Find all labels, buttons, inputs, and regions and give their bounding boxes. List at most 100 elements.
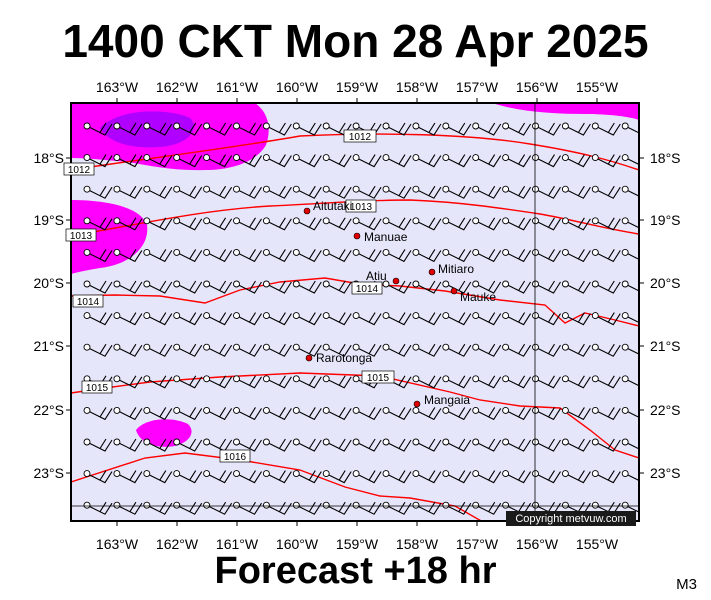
wind-barb xyxy=(292,406,322,421)
isobar-1016 xyxy=(71,452,483,521)
wind-barb xyxy=(621,438,639,450)
isobar-label-1015-left-text: 1015 xyxy=(86,383,109,394)
wind-barb xyxy=(83,185,113,199)
isobar-label-1016: 1016 xyxy=(219,449,251,463)
lat-label-21s-right: 21°S xyxy=(650,338,681,354)
isobar-label-1013-mid-text: 1013 xyxy=(350,202,373,213)
wind-barb xyxy=(203,470,233,484)
wind-barb xyxy=(143,438,173,452)
wind-barb xyxy=(621,375,639,387)
wind-barb xyxy=(262,185,292,199)
wind-barb xyxy=(561,312,591,326)
wind-barb xyxy=(472,343,502,357)
isobar-label-1015-mid: 1015 xyxy=(361,370,395,384)
wind-barb xyxy=(532,122,561,136)
wind-barb xyxy=(322,470,352,484)
wind-barb xyxy=(262,122,292,136)
wind-barb xyxy=(532,470,561,484)
place-dot-rarotonga xyxy=(305,354,313,362)
wind-barb xyxy=(412,248,442,263)
wind-barb xyxy=(233,312,262,326)
wind-barb xyxy=(442,154,472,168)
wind-barb xyxy=(412,185,442,199)
wind-barb xyxy=(532,248,561,263)
wind-barb xyxy=(262,375,292,389)
wind-barb xyxy=(591,375,621,389)
wind-barb xyxy=(591,501,621,515)
wind-barb xyxy=(173,438,203,452)
wind-barb xyxy=(412,280,442,294)
wind-barb xyxy=(322,343,352,357)
wind-barb xyxy=(233,154,262,168)
wind-barb xyxy=(382,185,412,199)
isobar-label-1013-mid: 1013 xyxy=(345,199,377,213)
wind-barb xyxy=(83,438,113,452)
wind-barb xyxy=(561,375,591,389)
lon-label-156w-top: 156°W xyxy=(516,79,559,95)
wind-barb xyxy=(472,470,502,484)
wind-barb xyxy=(322,375,352,389)
lat-label-18s-left: 18°S xyxy=(33,150,64,166)
wind-barb xyxy=(233,248,262,263)
precip-area-northeast xyxy=(492,103,639,120)
lat-label-23s-right: 23°S xyxy=(650,465,681,481)
lat-label-20s-left: 20°S xyxy=(33,275,64,291)
wind-barb xyxy=(143,501,173,515)
wind-barb xyxy=(561,185,591,199)
wind-barb xyxy=(292,470,322,484)
wind-barb xyxy=(532,280,561,294)
wind-barb xyxy=(591,343,621,357)
wind-barb xyxy=(113,438,143,452)
lat-label-19s-left: 19°S xyxy=(33,212,64,228)
wind-barb xyxy=(561,217,591,231)
wind-barb xyxy=(292,438,322,452)
wind-barb xyxy=(322,280,352,294)
wind-barb xyxy=(621,154,639,166)
wind-barb xyxy=(591,185,621,199)
wind-barb xyxy=(412,154,442,168)
wind-barb xyxy=(621,470,639,482)
isobar-label-1014-mid: 1014 xyxy=(351,281,383,295)
wind-barb xyxy=(442,343,472,357)
wind-barb xyxy=(83,248,113,263)
wind-barb xyxy=(532,406,561,421)
lon-label-163w-bottom: 163°W xyxy=(96,536,139,552)
wind-barb xyxy=(382,406,412,421)
isobar-label-1014-left-text: 1014 xyxy=(77,297,100,308)
wind-barb xyxy=(472,438,502,452)
latitude-labels-left: 18°S 19°S 20°S 21°S 22°S 23°S xyxy=(33,150,64,481)
wind-barb xyxy=(561,280,591,294)
lon-label-161w-top: 161°W xyxy=(216,79,259,95)
lon-label-158w-top: 158°W xyxy=(396,79,439,95)
place-label-atiu: Atiu xyxy=(366,269,387,283)
wind-barb xyxy=(322,438,352,452)
wind-barb xyxy=(262,470,292,484)
wind-barb xyxy=(322,217,352,231)
wind-barb xyxy=(113,217,143,231)
wind-barb xyxy=(382,248,412,263)
wind-barb xyxy=(173,470,203,484)
wind-barb xyxy=(472,312,502,326)
wind-barb xyxy=(412,375,442,389)
lon-label-157w-top: 157°W xyxy=(456,79,499,95)
wind-barb xyxy=(292,217,322,231)
lon-label-159w-bottom: 159°W xyxy=(336,536,379,552)
precip-area-west xyxy=(71,200,148,274)
copyright-text: Copyright metvuw.com xyxy=(515,513,626,525)
wind-barb xyxy=(173,248,203,263)
wind-barb xyxy=(502,375,532,389)
latitude-labels-right: 18°S 19°S 20°S 21°S 22°S 23°S xyxy=(650,150,681,481)
place-label-mangaia: Mangaia xyxy=(424,393,470,407)
model-code: M3 xyxy=(676,576,697,593)
wind-barb xyxy=(561,248,591,263)
wind-barb xyxy=(442,280,472,294)
wind-barb xyxy=(262,406,292,421)
isobar-label-1015-left: 1015 xyxy=(81,380,113,394)
wind-barb xyxy=(292,154,322,168)
wind-barb xyxy=(472,185,502,199)
wind-barb xyxy=(262,154,292,168)
wind-barb xyxy=(382,312,412,326)
wind-barb xyxy=(233,343,262,357)
wind-barb xyxy=(233,438,262,452)
wind-barb xyxy=(591,154,621,168)
